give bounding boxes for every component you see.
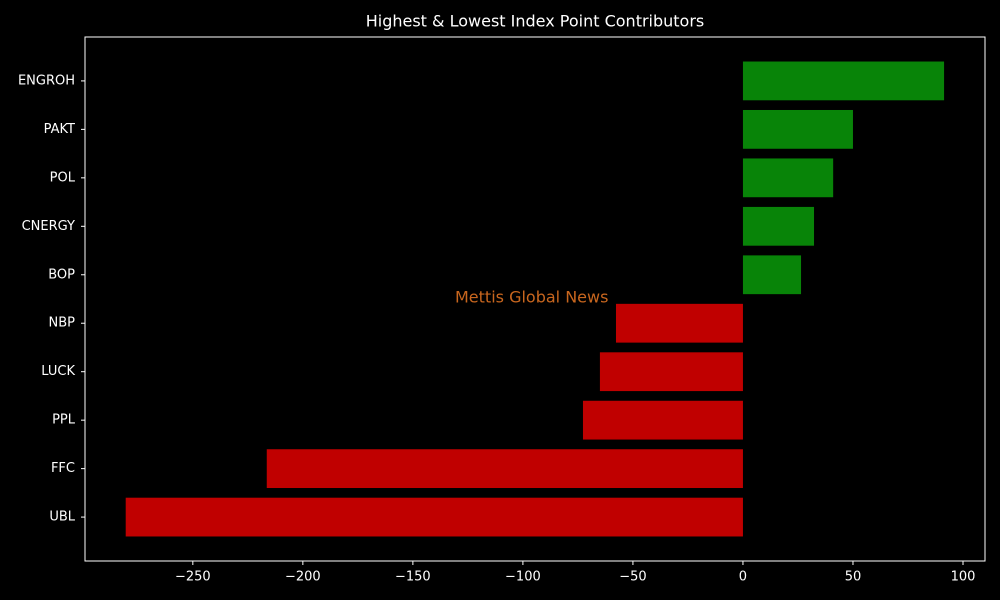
x-tick-label: 0 [739, 570, 747, 585]
bar [266, 449, 743, 489]
y-tick-label: UBL [49, 510, 75, 525]
y-tick-label: ENGROH [18, 73, 75, 88]
y-tick-label: PAKT [44, 122, 75, 137]
y-tick-label: FFC [51, 461, 75, 476]
y-tick-label: NBP [49, 316, 76, 331]
chart-title: Highest & Lowest Index Point Contributor… [366, 12, 705, 31]
bar [742, 255, 802, 295]
bar [742, 158, 834, 198]
y-tick-label: LUCK [41, 364, 75, 379]
bar [742, 61, 945, 101]
bar [742, 206, 815, 246]
x-tick-label: −100 [505, 570, 541, 585]
x-tick-label: 100 [951, 570, 976, 585]
x-tick-label: −50 [619, 570, 646, 585]
y-tick-label: BOP [48, 267, 75, 282]
x-tick-label: −250 [175, 570, 211, 585]
bar [742, 109, 853, 149]
y-tick-label: PPL [52, 413, 76, 428]
x-tick-label: −200 [285, 570, 321, 585]
bar [615, 303, 743, 343]
y-tick-label: CNERGY [22, 219, 75, 234]
x-tick-label: 50 [845, 570, 862, 585]
plot-frame [84, 36, 986, 562]
x-tick-label: −150 [395, 570, 431, 585]
bar [582, 400, 743, 440]
bar [125, 497, 743, 537]
annotation: Mettis Global News [455, 288, 608, 307]
y-tick-label: POL [50, 170, 76, 185]
bar [599, 352, 743, 392]
